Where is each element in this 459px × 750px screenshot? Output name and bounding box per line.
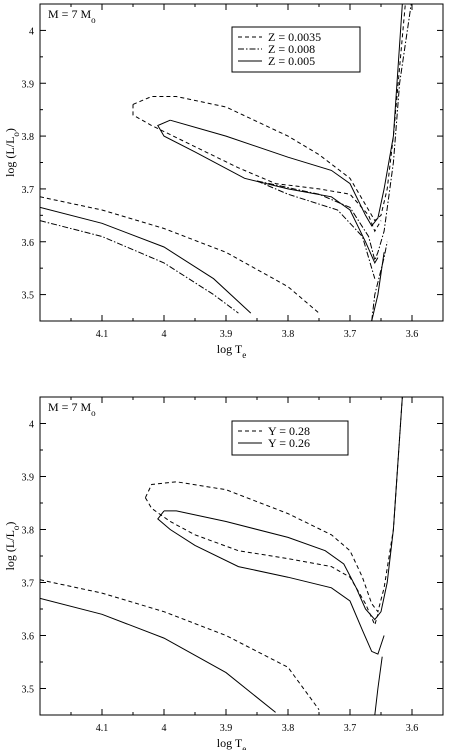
legend-entry: Z = 0.008	[268, 42, 315, 56]
series-line-y-0-26	[157, 510, 385, 655]
series-line-z-0-008	[256, 180, 376, 279]
x-tick-label: 3.7	[344, 329, 357, 340]
legend-entry: Z = 0.005	[268, 54, 315, 68]
legend-entry: Y = 0.26	[268, 436, 310, 450]
y-tick-label: 4	[29, 420, 34, 431]
series-line-z-0-005	[371, 252, 385, 321]
y-axis-label: log (L/Lo)	[3, 128, 21, 177]
series-line-z-0-005	[170, 4, 403, 227]
x-tick-label: 3.8	[282, 329, 295, 340]
bottom-panel: 4.1 4 3.9 3.8 3.7 3.6 3.5 3.6 3.7 3.8 3.9 4 log Te lo…	[3, 396, 444, 750]
series-line-y-0-26	[374, 656, 383, 715]
series-line-z-0-0035	[132, 104, 382, 233]
series-line-y-0-28	[40, 579, 320, 710]
y-tick-label: 3.8	[22, 132, 35, 143]
y-tick-label: 3.8	[22, 526, 35, 537]
series-line-y-0-26	[40, 597, 276, 713]
y-tick-label: 3.6	[22, 238, 35, 249]
series-line-z-0-005	[40, 206, 252, 314]
y-tick-label: 3.7	[22, 579, 35, 590]
y-tick-label: 3.9	[22, 79, 35, 90]
top-panel: 4.1 4 3.9 3.8 3.7 3.6 3.5 3.6 3.7 3.8 3.9 4 log Te lo…	[3, 3, 444, 360]
series-line-z-0-0035	[40, 196, 320, 314]
series-line-y-0-28	[144, 497, 379, 627]
legend-entry: Y = 0.28	[268, 424, 310, 438]
y-tick-label: 3.7	[22, 185, 35, 196]
series-line-z-0-005	[157, 119, 379, 264]
series-line-z-0-008	[371, 241, 388, 321]
x-tick-label: 3.7	[344, 723, 357, 734]
x-axis-label: log Te	[217, 736, 246, 750]
y-tick-label: 3.5	[22, 685, 35, 696]
series-line-y-0-26	[164, 397, 403, 621]
x-tick-label: 4	[162, 329, 167, 340]
x-tick-label: 4	[162, 723, 167, 734]
y-tick-label: 3.9	[22, 473, 35, 484]
x-tick-label: 3.9	[220, 723, 233, 734]
series-line-z-0-008	[256, 4, 412, 262]
series-line-z-0-008	[40, 220, 239, 314]
x-tick-label: 3.6	[406, 723, 419, 734]
series-line-z-0-0035	[132, 4, 406, 222]
x-axis-label: log Te	[217, 342, 246, 360]
mass-annotation: M = 7 Mo	[48, 400, 96, 418]
x-tick-label: 3.8	[282, 723, 295, 734]
y-tick-label: 3.5	[22, 291, 35, 302]
y-axis-label: log (L/Lo)	[3, 522, 21, 571]
legend-entry: Z = 0.0035	[268, 30, 321, 44]
legend-box	[231, 420, 349, 456]
x-tick-label: 3.6	[406, 329, 419, 340]
x-tick-label: 4.1	[96, 329, 109, 340]
y-tick-label: 3.6	[22, 632, 35, 643]
y-tick-label: 4	[29, 26, 34, 37]
mass-annotation: M = 7 Mo	[48, 7, 96, 25]
x-tick-label: 4.1	[96, 723, 109, 734]
x-tick-label: 3.9	[220, 329, 233, 340]
